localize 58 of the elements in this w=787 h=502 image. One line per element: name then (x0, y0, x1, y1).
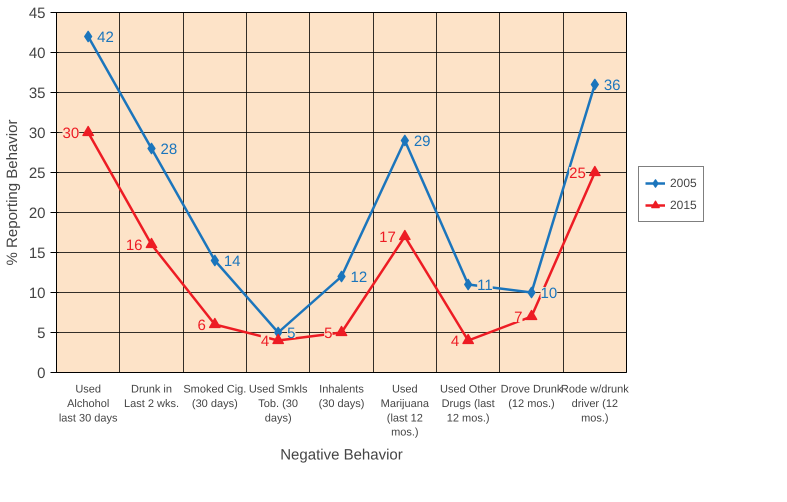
data-label: 17 (379, 229, 396, 246)
y-tick-label: 5 (37, 325, 46, 342)
y-axis-title: % Reporting Behavior (4, 120, 21, 266)
data-label: 30 (62, 125, 80, 142)
y-tick-label: 20 (28, 205, 46, 222)
x-tick-label: Drunk in Last 2 wks. (124, 384, 180, 410)
x-tick-label: Used Other Drugs (last 12 mos.) (440, 384, 497, 424)
data-label: 4 (450, 333, 460, 350)
point (337, 270, 346, 282)
x-axis-title: Negative Behavior (280, 446, 403, 464)
data-label: 28 (160, 141, 178, 158)
point (527, 286, 536, 298)
y-tick-label: 30 (28, 125, 46, 142)
point (462, 334, 474, 344)
point (272, 334, 284, 344)
data-label: 14 (224, 253, 241, 270)
legend-label: 2015 (670, 198, 697, 212)
y-tick-label: 10 (28, 285, 46, 302)
y-tick-label: 35 (28, 85, 46, 102)
x-tick-label: Used Marijuana (last 12 mos.) (380, 384, 430, 439)
data-label: 5 (287, 325, 296, 342)
y-tick-label: 15 (28, 245, 46, 262)
point (590, 78, 599, 90)
data-label: 12 (350, 269, 368, 286)
point (526, 310, 538, 320)
data-label: 11 (477, 277, 493, 294)
x-tick-label: Drove Drunk (12 mos.) (500, 384, 563, 410)
point (147, 142, 156, 154)
y-tick-label: 0 (37, 365, 46, 382)
point (208, 318, 221, 328)
point (84, 30, 92, 42)
x-tick-label: Used Alchohol last 30 days (58, 384, 118, 424)
x-tick-label: Smoked Cig. (30 days) (183, 384, 246, 410)
legend-label: 2005 (670, 176, 697, 190)
point (82, 126, 94, 136)
point (146, 238, 158, 248)
point (588, 166, 601, 176)
data-label: 7 (514, 309, 522, 326)
y-tick-label: 45 (28, 5, 46, 22)
data-label: 4 (260, 333, 270, 350)
y-tick-label: 25 (28, 165, 46, 182)
data-label: 5 (324, 325, 332, 342)
y-tick-label: 40 (28, 45, 46, 62)
x-tick-label: Inhalents (30 days) (318, 384, 364, 410)
point (400, 134, 409, 146)
x-tick-label: Rode w/drunk driver (12 mos.) (560, 384, 630, 424)
data-label: 16 (126, 237, 143, 254)
data-label: 25 (569, 165, 586, 182)
point (210, 254, 219, 266)
data-label: 29 (414, 133, 431, 150)
point (336, 326, 348, 336)
data-label: 36 (604, 77, 621, 94)
point (464, 278, 472, 290)
data-label: 6 (197, 317, 206, 334)
point (398, 230, 411, 240)
data-label: 10 (540, 285, 558, 302)
x-tick-label: Used Smkls Tob. (30 days) (248, 384, 308, 424)
data-label: 42 (97, 29, 114, 46)
